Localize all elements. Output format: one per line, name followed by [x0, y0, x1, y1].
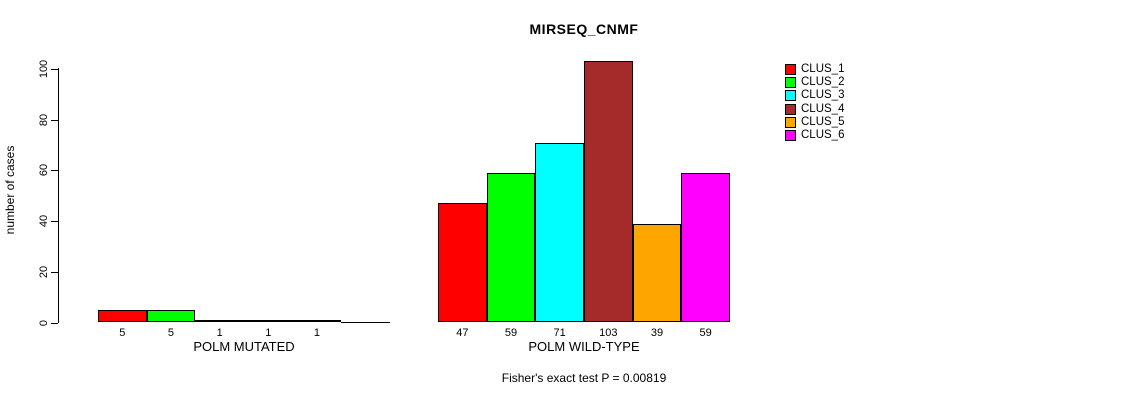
y-tick-80: [51, 119, 58, 121]
legend-swatch-clus_6: [785, 130, 796, 141]
bar-clus_3-wildtype: [535, 142, 584, 323]
bar-value-label-wildtype-clus_3: 71: [553, 327, 566, 339]
y-tick-label-0: 0: [38, 319, 50, 326]
bar-clus_5-wildtype: [632, 223, 682, 323]
bar-value-label-wildtype-clus_1: 47: [456, 327, 469, 339]
bar-clus_6-wildtype: [681, 172, 730, 323]
y-tick-20: [51, 271, 58, 273]
fisher-test-annotation: Fisher's exact test P = 0.00819: [501, 371, 667, 385]
bar-clus_1-mutated: [98, 309, 147, 323]
bar-value-label-wildtype-clus_4: 103: [599, 327, 618, 339]
bar-clus_4-wildtype: [583, 61, 633, 323]
y-tick-label-40: 40: [38, 214, 50, 228]
legend-swatch-clus_2: [785, 77, 796, 89]
x-group-label-wildtype: POLM WILD-TYPE: [528, 339, 640, 354]
bar-value-label-wildtype-clus_2: 59: [504, 327, 518, 339]
y-tick-60: [51, 170, 58, 172]
bar-value-label-mutated-clus_3: 1: [216, 327, 223, 339]
y-tick-100: [51, 69, 58, 70]
bar-clus_6-mutated: [341, 321, 390, 323]
chart-title: MIRSEQ_CNMF: [529, 21, 639, 37]
legend-label-clus_4: CLUS_4: [801, 102, 845, 115]
legend-swatch-clus_1: [785, 64, 796, 75]
bar-clus_2-wildtype: [486, 172, 536, 323]
bar-clus_3-mutated: [195, 319, 244, 323]
legend-label-clus_3: CLUS_3: [801, 89, 845, 102]
bar-value-label-mutated-clus_4: 1: [265, 327, 272, 339]
bar-clus_4-mutated: [243, 319, 293, 323]
y-tick-label-80: 80: [38, 113, 50, 126]
bar-value-label-mutated-clus_1: 5: [119, 327, 126, 339]
x-group-label-mutated: POLM MUTATED: [193, 339, 295, 354]
bar-value-label-mutated-clus_2: 5: [167, 327, 175, 339]
bar-clus_1-wildtype: [438, 203, 487, 323]
y-tick-label-60: 60: [38, 164, 50, 177]
y-tick-40: [51, 221, 58, 223]
y-tick-label-20: 20: [38, 265, 50, 278]
y-tick-label-100: 100: [38, 59, 50, 79]
bar-value-label-mutated-clus_5: 1: [313, 327, 321, 339]
bar-value-label-wildtype-clus_5: 39: [650, 327, 664, 339]
legend-swatch-clus_5: [785, 116, 796, 128]
y-axis-line: [58, 68, 59, 323]
y-tick-0: [51, 322, 58, 324]
bar-clus_2-mutated: [146, 309, 196, 323]
legend-label-clus_6: CLUS_6: [801, 129, 845, 141]
bar-clus_5-mutated: [292, 319, 342, 323]
legend-label-clus_5: CLUS_5: [801, 115, 845, 128]
legend-swatch-clus_4: [785, 103, 796, 115]
legend-label-clus_2: CLUS_2: [801, 76, 845, 89]
y-axis-title: number of cases: [3, 145, 17, 235]
legend-swatch-clus_3: [785, 90, 796, 102]
legend-label-clus_1: CLUS_1: [801, 63, 845, 75]
bar-value-label-wildtype-clus_6: 59: [699, 327, 712, 339]
